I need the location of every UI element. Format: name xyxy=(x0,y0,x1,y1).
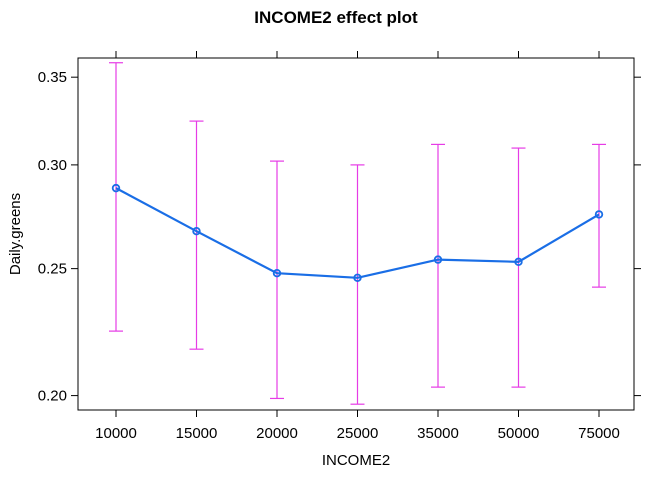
x-tick-label: 35000 xyxy=(417,425,459,442)
data-point xyxy=(433,255,443,264)
x-axis: 10000 15000 20000 25000 35000 50000 75000 xyxy=(95,51,620,442)
error-bar xyxy=(270,160,284,400)
x-axis-label: INCOME2 xyxy=(322,452,390,469)
y-tick-label: 0.30 xyxy=(38,157,67,174)
error-bars xyxy=(109,62,606,405)
x-tick-label: 75000 xyxy=(578,425,620,442)
x-tick-label: 10000 xyxy=(95,425,137,442)
data-point xyxy=(272,268,282,278)
data-point xyxy=(111,183,121,193)
data-points xyxy=(111,183,604,283)
error-bar xyxy=(109,62,123,332)
data-point xyxy=(353,273,362,283)
error-bar xyxy=(350,164,365,405)
chart-title: INCOME2 effect plot xyxy=(254,8,418,27)
y-tick-label: 0.25 xyxy=(38,261,67,278)
x-tick-label: 20000 xyxy=(256,425,298,442)
data-point xyxy=(514,257,523,267)
y-axis-label: Daily.greens xyxy=(7,193,24,275)
error-bar xyxy=(431,143,445,388)
data-point xyxy=(594,210,604,219)
error-bar xyxy=(592,143,606,288)
error-bar xyxy=(511,147,526,388)
y-tick-label: 0.20 xyxy=(38,388,67,405)
plot-frame xyxy=(77,57,635,411)
series-line xyxy=(115,187,600,279)
x-tick-label: 15000 xyxy=(176,425,218,442)
x-tick-label: 50000 xyxy=(498,425,540,442)
data-point xyxy=(192,226,201,236)
y-tick-label: 0.35 xyxy=(38,69,67,86)
y-axis: 0.20 0.25 0.30 0.35 xyxy=(38,69,641,405)
x-tick-label: 25000 xyxy=(337,425,379,442)
